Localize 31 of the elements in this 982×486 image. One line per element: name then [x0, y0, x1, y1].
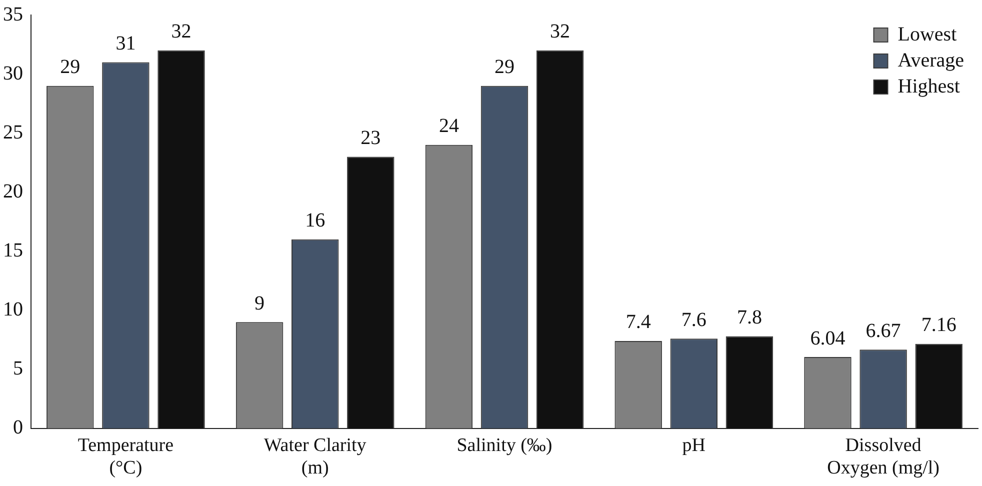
- legend-label: Lowest: [898, 23, 958, 46]
- y-tick-label: 35: [3, 3, 23, 26]
- data-label: 32: [171, 20, 192, 43]
- data-label: 32: [550, 20, 570, 43]
- data-label: 24: [438, 115, 459, 138]
- legend-label: Highest: [898, 75, 960, 98]
- y-tick-label: 20: [3, 180, 23, 202]
- x-tick-label: Water Clarity (m): [264, 434, 367, 479]
- data-label: 7.8: [736, 306, 762, 329]
- data-label: 7.4: [626, 311, 651, 334]
- data-label: 23: [360, 126, 381, 149]
- x-tick-label: Salinity (‰): [456, 434, 552, 456]
- y-tick-label: 15: [3, 239, 23, 262]
- data-label: 16: [305, 210, 326, 232]
- x-tick-label: pH: [682, 434, 706, 456]
- data-label: 29: [60, 56, 80, 78]
- data-label: 29: [494, 56, 514, 78]
- y-tick-label: 25: [3, 121, 23, 144]
- data-label: 7.6: [681, 308, 706, 331]
- data-label: 9: [254, 292, 265, 314]
- data-label: 6.04: [810, 327, 846, 350]
- x-tick-label: Dissolved Oxygen (mg/l): [827, 434, 940, 479]
- y-tick-label: 5: [13, 358, 23, 380]
- data-label: 7.16: [921, 314, 956, 336]
- x-tick-label: Temperature (°C): [78, 434, 174, 479]
- y-tick-label: 10: [3, 298, 23, 321]
- legend-label: Average: [898, 49, 964, 72]
- y-tick-label: 0: [13, 416, 23, 439]
- data-label: 6.67: [866, 320, 901, 342]
- y-tick-label: 30: [3, 62, 23, 84]
- data-label: 31: [116, 32, 136, 54]
